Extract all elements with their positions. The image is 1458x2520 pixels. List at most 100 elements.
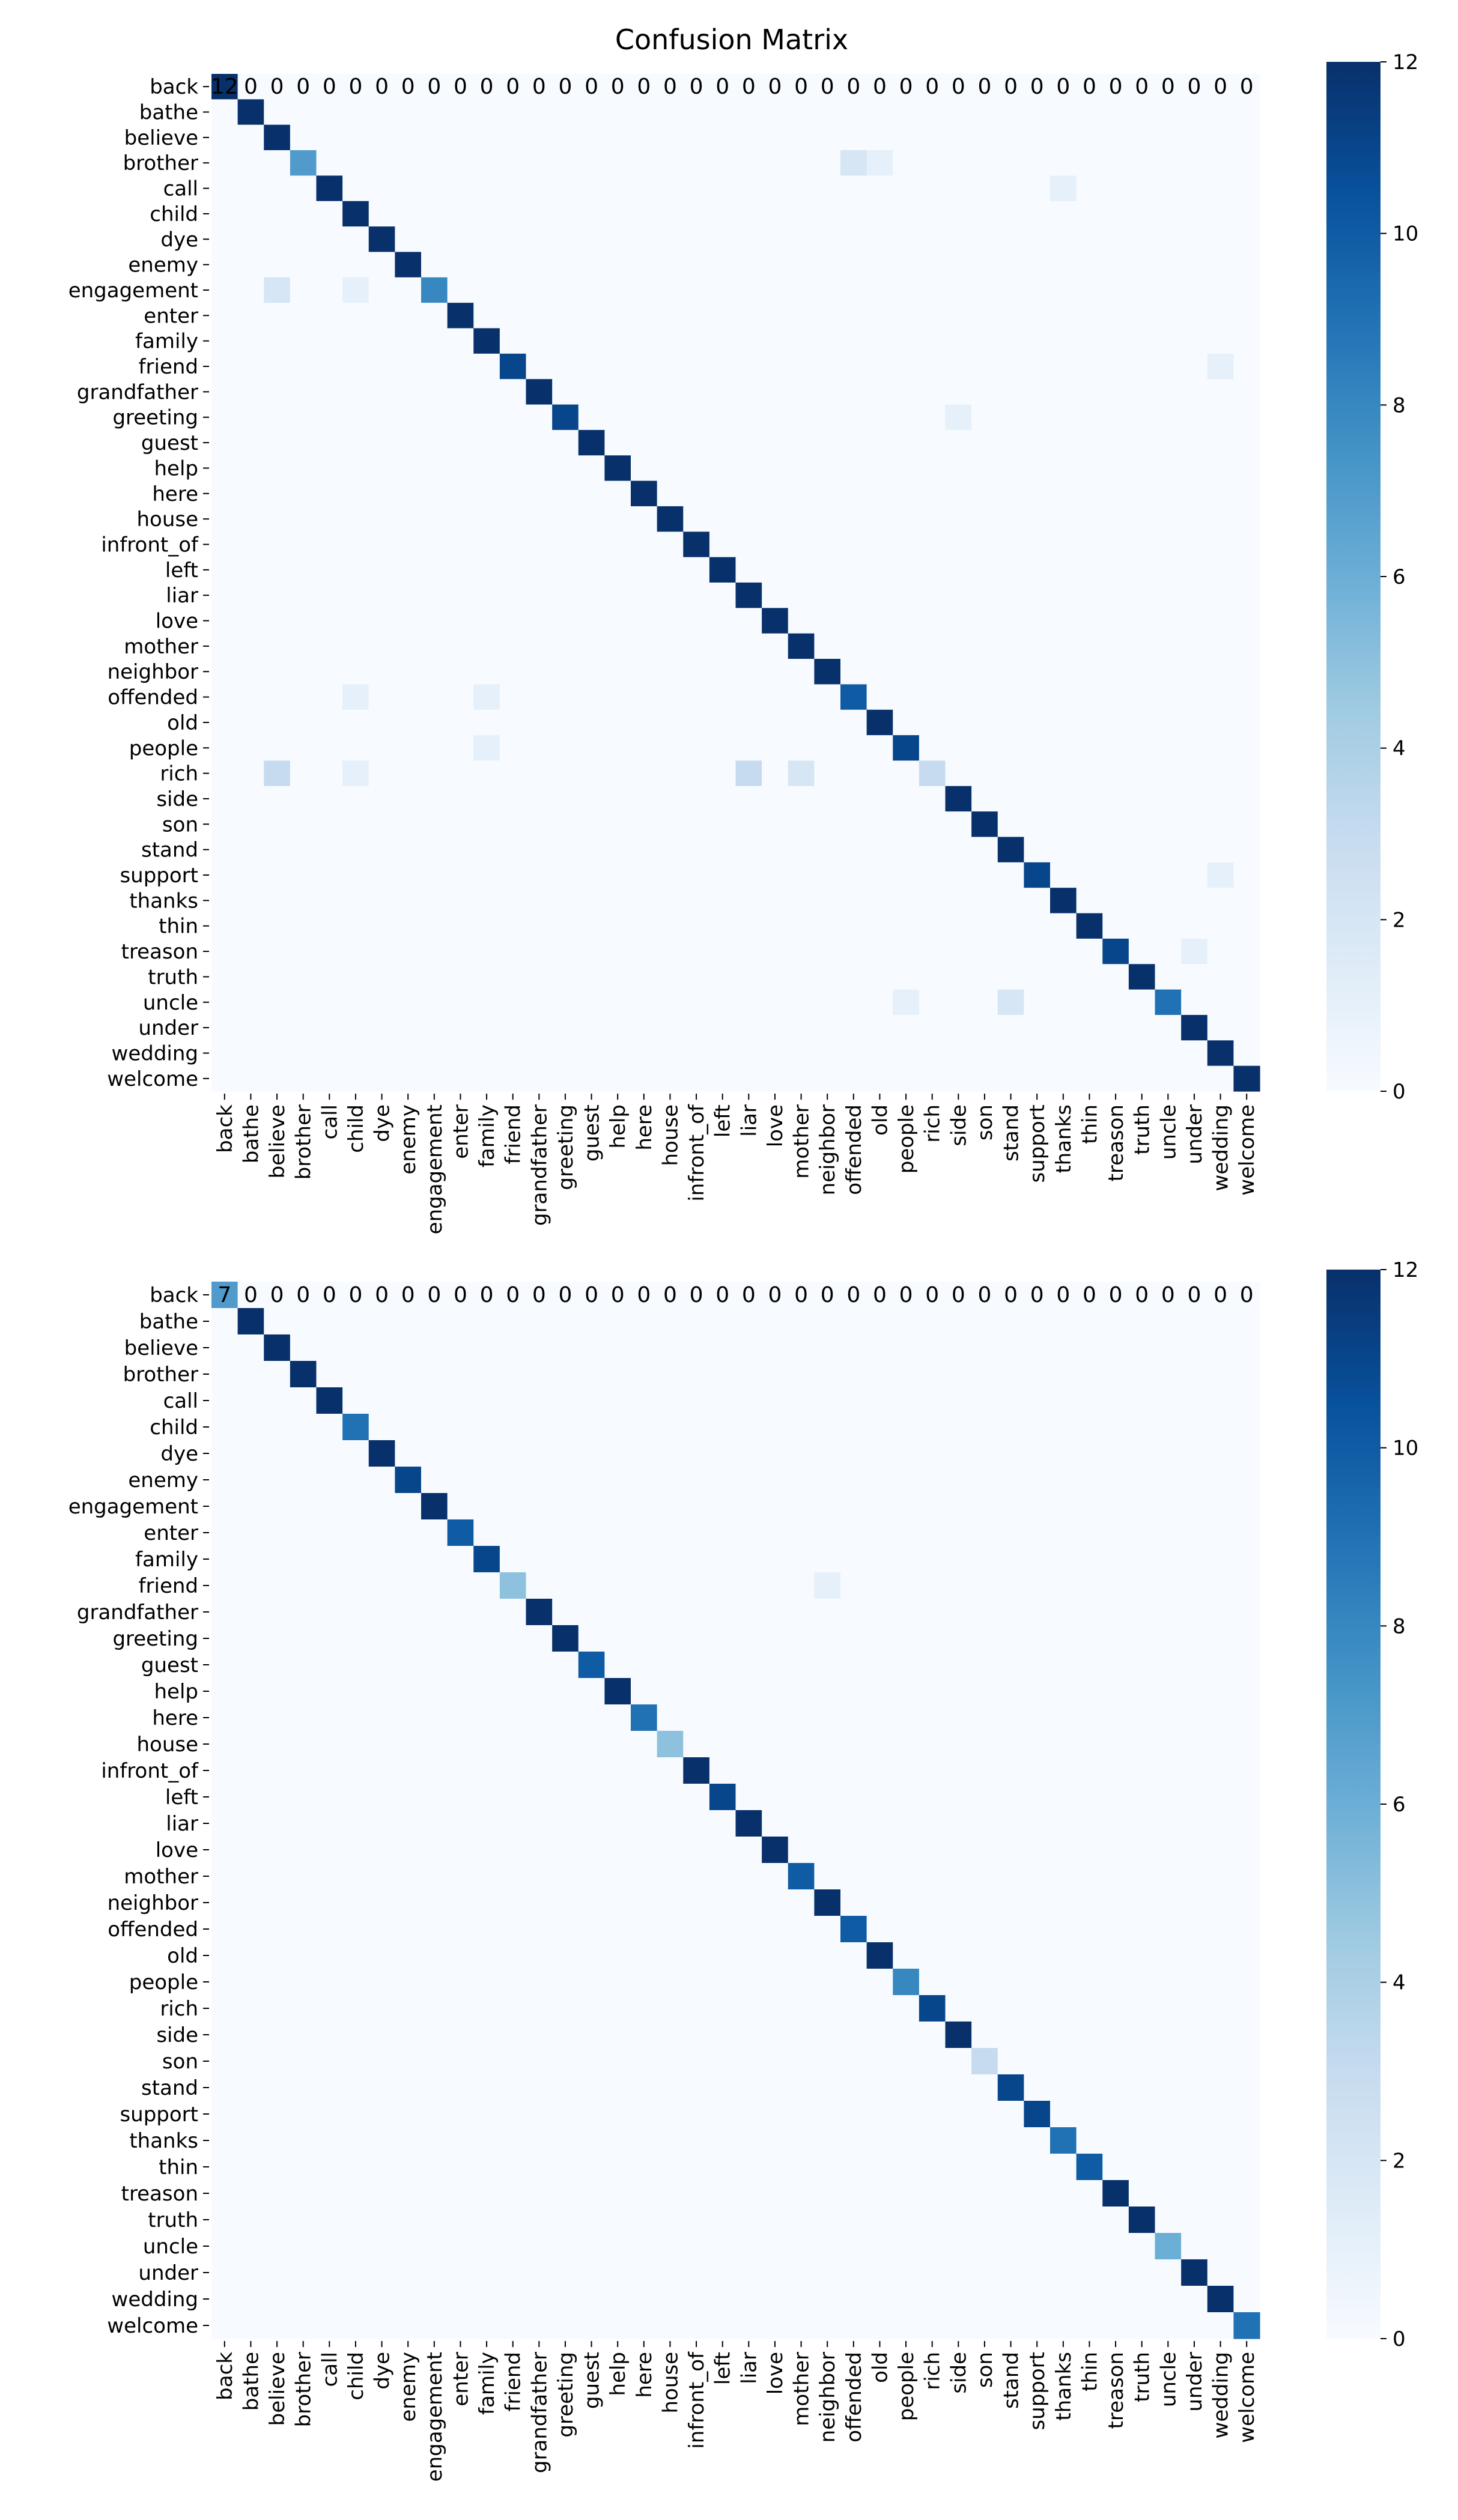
cell-annotation: 0 [977,1283,991,1307]
cell-house-left [709,1731,737,1758]
cell-neighbor-welcome [1233,659,1260,685]
cell-back-stand [997,1282,1024,1309]
cell-enter-liar [735,303,762,329]
cell-enemy-grandfather [526,252,553,278]
cell-offended-believe [264,1916,291,1943]
cell-call-liar [735,175,762,202]
cell-son-house [657,811,684,838]
cell-bathe-liar [735,1308,762,1335]
cell-mother-grandfather [526,1863,553,1890]
cell-here-here [631,480,658,507]
y-tick-label-uncle: uncle [143,991,198,1015]
x-tick-label-enemy: enemy [396,1104,421,1175]
cell-love-love [762,608,789,634]
cell-uncle-neighbor [814,2233,841,2260]
cell-treason-truth [1128,938,1156,965]
cell-believe-truth [1128,1334,1156,1361]
cell-family-left [709,1546,737,1573]
cell-liar-brother [290,583,317,608]
cell-child-neighbor [814,201,841,227]
cell-bathe-neighbor [814,1308,841,1335]
cell-brother-engagement [421,1361,448,1388]
cell-infront-of-side [945,1757,972,1784]
cell-son-uncle [1155,2048,1182,2075]
cell-son-enemy [395,2048,422,2075]
cell-dye-support [1024,226,1051,253]
cell-call-believe [264,1387,291,1414]
cell-stand-child [342,837,369,863]
cell-dye-infront-of [683,1440,710,1467]
cell-friend-uncle [1155,353,1182,380]
cell-offended-dye [368,1916,395,1943]
cell-call-love [762,175,789,202]
cell-thanks-here [631,888,658,914]
cell-stand-here [631,837,658,863]
cell-side-uncle [1155,786,1182,812]
cell-grandfather-rich [919,1599,946,1626]
cell-house-support [1024,506,1051,532]
cell-believe-side [945,1334,972,1361]
cell-uncle-enter [447,989,474,1016]
cell-engagement-engagement [421,277,448,303]
cell-back-offended [840,74,867,100]
cell-dye-child [342,226,369,253]
cell-annotation: 0 [1083,74,1096,99]
cell-offended-wedding [1207,1916,1234,1943]
cell-treason-side [945,938,972,965]
cell-mother-rich [919,633,946,659]
cell-call-stand [997,175,1024,202]
cell-thin-child [342,913,369,939]
cell-dye-rich [919,1440,946,1467]
cell-truth-uncle [1155,964,1182,990]
cell-believe-bathe [237,1334,264,1361]
cell-guest-dye [368,1652,395,1679]
cell-greeting-left [709,404,737,431]
cell-guest-greeting [552,1652,579,1679]
cell-support-believe [264,2101,291,2128]
cell-house-son [971,1731,998,1758]
cell-dye-brother [290,226,317,253]
cell-under-friend [499,2259,527,2286]
cell-thanks-truth [1128,2127,1156,2154]
cell-wedding-rich [919,1040,946,1067]
cell-love-left [709,608,737,634]
cell-enemy-under [1181,252,1208,278]
cell-bathe-call [316,1308,343,1335]
x-tick-label-uncle: uncle [1156,1104,1180,1160]
cell-liar-house [657,583,684,608]
cell-neighbor-enter [447,659,474,685]
cell-welcome-friend [499,1065,527,1092]
cell-family-grandfather [526,328,553,354]
cell-support-greeting [552,2101,579,2128]
cell-people-family [473,1969,500,1996]
cell-love-infront-of [683,608,710,634]
cell-annotation: 0 [454,74,467,99]
cell-friend-welcome [1233,1572,1260,1599]
cell-child-family [473,201,500,227]
cell-neighbor-people [893,659,920,685]
cell-friend-mother [788,1572,815,1599]
cell-greeting-under [1181,1625,1208,1652]
cell-love-under [1181,608,1208,634]
cell-truth-people [893,964,920,990]
cell-call-mother [788,1387,815,1414]
cell-rich-bathe [237,1995,264,2022]
cell-family-stand [997,1546,1024,1573]
cell-here-thanks [1050,480,1077,507]
cell-neighbor-bathe [237,1889,264,1916]
cell-support-mother [788,2101,815,2128]
cell-support-here [631,2101,658,2128]
cell-friend-engagement [421,1572,448,1599]
colorbar-tick-label: 2 [1393,2149,1406,2173]
cell-under-enter [447,2259,474,2286]
cell-rich-dye [368,1995,395,2022]
cell-annotation: 0 [794,1283,808,1307]
cell-enter-support [1024,1519,1051,1546]
cell-brother-thin [1076,150,1103,176]
cell-son-welcome [1233,811,1260,838]
cell-brother-engagement [421,150,448,176]
cell-guest-rich [919,429,946,456]
cell-here-support [1024,1704,1051,1731]
cell-grandfather-grandfather [526,1599,553,1626]
cell-call-grandfather [526,175,553,202]
